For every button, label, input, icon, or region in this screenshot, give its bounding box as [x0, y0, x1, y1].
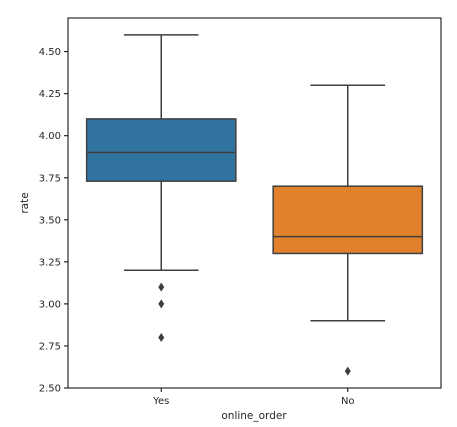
y-tick-label: 3.00 [39, 299, 61, 310]
y-axis-label: rate [19, 192, 31, 213]
y-tick-label: 3.25 [39, 257, 61, 268]
x-axis-label: online_order [221, 410, 287, 422]
outlier-point [158, 333, 165, 343]
box-yes [85, 118, 237, 182]
x-tick-label: Yes [152, 396, 169, 407]
plot-frame [67, 17, 442, 389]
outlier-point [158, 299, 165, 309]
outlier-point [344, 366, 351, 376]
plot-area: 2.50 2.75 3.00 3.25 3.50 3.75 4.00 4.25 4.50 Yes N… [39, 17, 442, 407]
y-tick-label: 4.00 [39, 131, 61, 142]
y-tick-label: 4.50 [39, 47, 61, 58]
outlier-point [158, 282, 165, 292]
y-tick-label: 2.50 [39, 384, 61, 395]
y-tick-label: 3.50 [39, 215, 61, 226]
y-tick-label: 2.75 [39, 341, 61, 352]
x-tick-label: No [341, 396, 355, 407]
box-no [272, 185, 424, 255]
y-tick-label: 3.75 [39, 173, 61, 184]
y-tick-label: 4.25 [39, 89, 61, 100]
